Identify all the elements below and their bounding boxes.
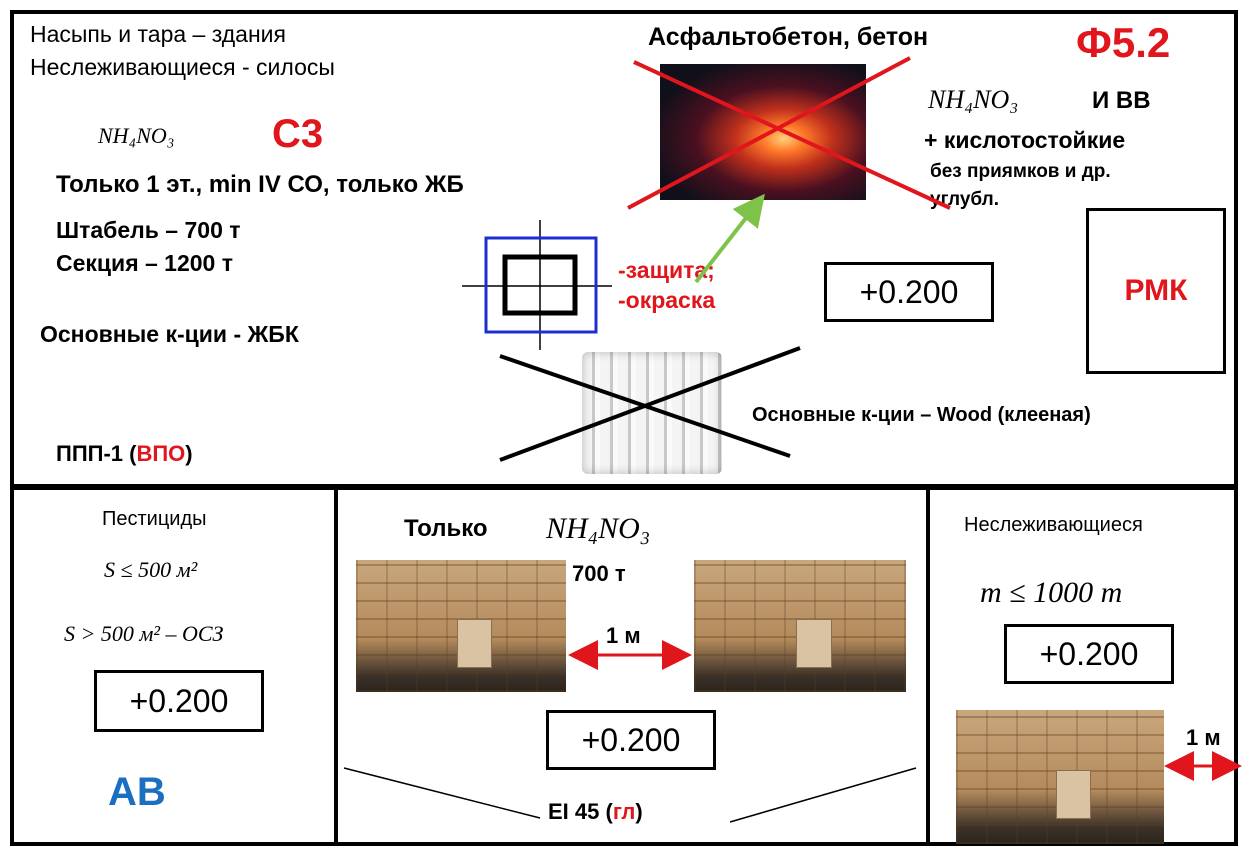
and-explosives: И ВВ <box>1092 87 1151 114</box>
tons-700: 700 т <box>572 561 626 586</box>
gap-label-right: 1 м <box>1186 725 1221 750</box>
mass-le-1000: m ≤ 1000 т <box>980 576 1123 609</box>
level-box-left: +0.200 <box>94 670 264 732</box>
av-label: АВ <box>108 770 166 814</box>
boxes-photo-left <box>356 560 566 692</box>
ppp-suffix: ) <box>185 441 193 466</box>
area-gt-500: S > 500 м² – ОСЗ <box>64 621 224 646</box>
firewall-lines <box>343 767 917 823</box>
column-section-icon <box>462 220 612 350</box>
section-limit: Секция – 1200 т <box>56 250 234 276</box>
level-box-top: +0.200 <box>824 262 994 322</box>
line-bulk-buildings: Насыпь и тара – здания <box>30 21 286 47</box>
green-arrow <box>694 193 765 284</box>
no-pits-line1: без приямков и др. <box>930 161 1111 182</box>
class-f52: Ф5.2 <box>1076 19 1171 66</box>
line-non-caking-silos: Неслеживающиеся - силосы <box>30 54 335 80</box>
main-structures-concrete: Основные к-ции - ЖБК <box>40 321 299 347</box>
cross-out-radiator <box>499 346 801 462</box>
bottom-right-panel <box>926 486 1238 846</box>
main-structures-wood: Основные к-ции – Wood (клееная) <box>752 404 1091 426</box>
ei45-prefix: EI 45 ( <box>548 799 613 824</box>
non-caking-title: Неслеживающиеся <box>964 514 1143 536</box>
ei45-gl: гл <box>612 799 636 824</box>
ppp-vpo: ВПО <box>136 441 186 466</box>
cross-out-sparks <box>627 56 951 210</box>
boxes-photo-corner <box>956 710 1164 844</box>
pesticides-title: Пестициды <box>102 508 207 530</box>
acid-resistant: + кислотостойкие <box>924 127 1126 153</box>
level-box-right: +0.200 <box>1004 624 1174 684</box>
fire-protection-ppp: ППП-1 (ВПО) <box>56 441 193 466</box>
sparks-photo <box>660 64 866 200</box>
stack-limit: Штабель – 700 т <box>56 217 241 243</box>
level-box-mid: +0.200 <box>546 710 716 770</box>
painting-note: -окраска <box>618 287 716 313</box>
area-le-500: S ≤ 500 м² <box>104 557 198 582</box>
formula-nh4no3-top: NH₄NO₃ <box>98 123 175 148</box>
floors-requirement: Только 1 эт., min IV СО, только ЖБ <box>56 171 464 198</box>
class-label-c3: С3 <box>272 112 324 156</box>
formula-nh4no3-right: NH₄NO₃ <box>928 85 1019 114</box>
boxes-photo-right <box>694 560 906 692</box>
rmk-box: РМК <box>1086 208 1226 374</box>
ppp-prefix: ППП-1 ( <box>56 441 137 466</box>
ei45-suffix: ) <box>635 799 643 824</box>
asphalt-concrete-title: Асфальтобетон, бетон <box>648 23 929 51</box>
ei45-label: EI 45 (гл) <box>548 799 643 824</box>
radiator-image <box>582 352 722 474</box>
only-label: Только <box>404 515 488 542</box>
formula-nh4no3-mid: NH₄NO₃ <box>546 512 651 545</box>
